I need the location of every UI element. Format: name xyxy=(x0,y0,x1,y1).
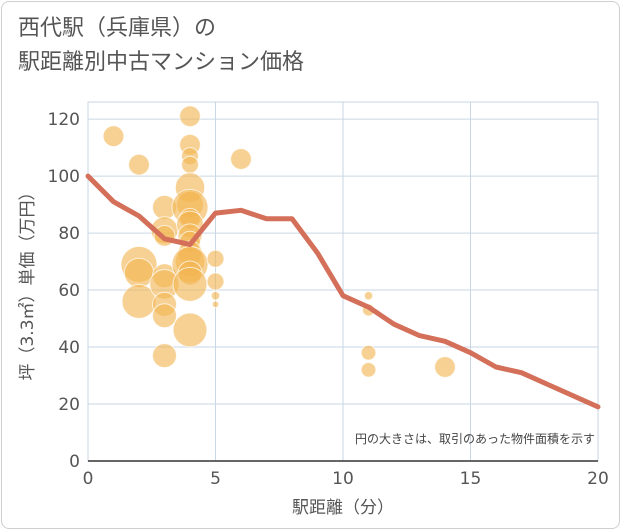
bubble-layer xyxy=(102,105,456,378)
data-bubble xyxy=(434,356,456,378)
data-bubble xyxy=(128,153,150,176)
y-tick-label: 0 xyxy=(69,452,80,472)
data-bubble xyxy=(206,272,225,291)
data-bubble xyxy=(363,291,374,301)
chart-title: 西代駅（兵庫県）の 駅距離別中古マンション価格 xyxy=(18,12,304,80)
y-tick-label: 40 xyxy=(58,338,80,358)
data-bubble xyxy=(211,300,220,309)
data-bubble xyxy=(360,344,377,361)
data-bubble xyxy=(152,343,177,369)
data-bubble xyxy=(210,291,221,301)
x-tick-label: 15 xyxy=(460,469,482,489)
y-tick-label: 20 xyxy=(58,395,80,415)
data-bubble xyxy=(123,257,155,289)
bubble-size-note: 円の大きさは、取引のあった物件面積を示す xyxy=(355,431,595,446)
axis-ticks: 0 20 40 60 80 100 120 0 5 10 15 20 xyxy=(48,110,609,489)
average-price-line xyxy=(85,173,601,410)
data-bubble xyxy=(179,105,201,128)
chart-title-line-2: 駅距離別中古マンション価格 xyxy=(18,50,305,75)
x-axis-label: 駅距離（分） xyxy=(292,498,394,518)
y-axis-label: 坪（3.3㎡）単価（万円） xyxy=(18,183,38,380)
y-tick-label: 120 xyxy=(48,110,80,130)
x-tick-label: 0 xyxy=(83,469,94,489)
grid-lines xyxy=(88,102,598,461)
x-tick-label: 20 xyxy=(587,469,609,489)
x-tick-label: 5 xyxy=(210,469,221,489)
x-tick-label: 10 xyxy=(332,469,354,489)
data-bubble xyxy=(172,266,208,302)
data-bubble xyxy=(360,361,377,378)
data-bubble xyxy=(152,303,177,329)
data-bubble xyxy=(206,249,225,268)
chart-title-line-1: 西代駅（兵庫県）の xyxy=(18,16,217,41)
y-tick-label: 60 xyxy=(58,281,80,301)
data-bubble xyxy=(181,155,199,174)
y-tick-label: 80 xyxy=(58,224,80,244)
data-bubble xyxy=(230,148,252,170)
data-bubble xyxy=(172,312,208,348)
data-bubble xyxy=(102,125,125,148)
y-tick-label: 100 xyxy=(48,167,80,187)
